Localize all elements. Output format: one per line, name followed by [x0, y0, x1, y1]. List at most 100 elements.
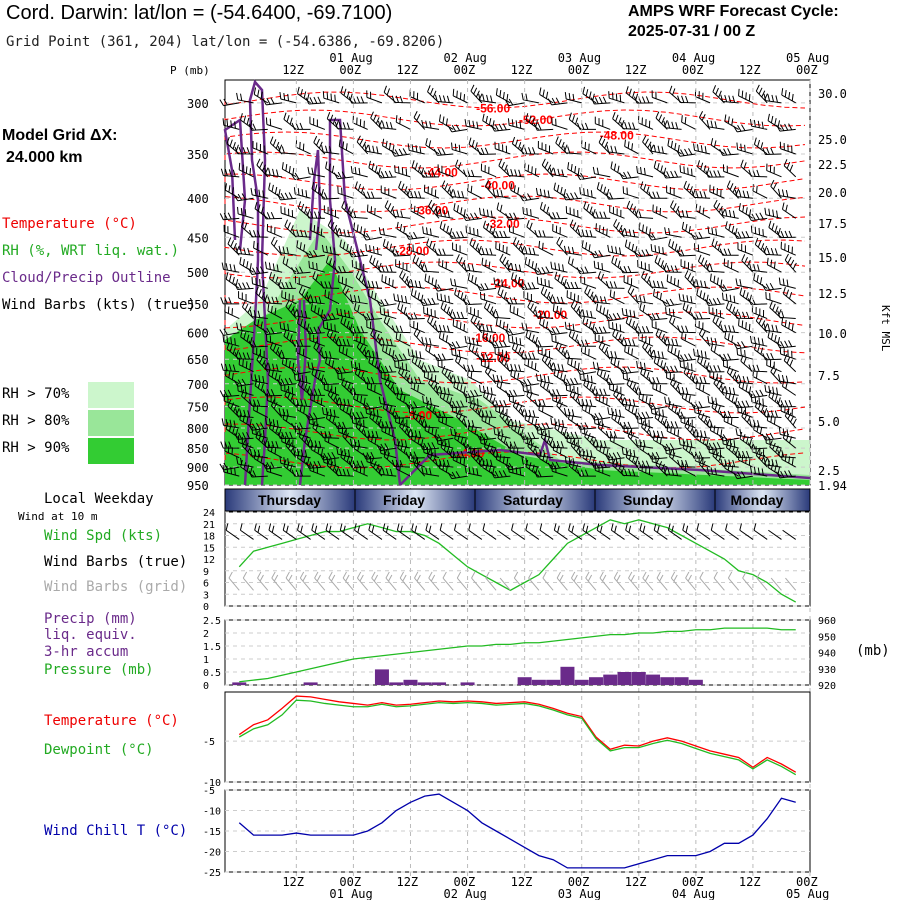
upper-wind-barb: [766, 358, 782, 373]
upper-wind-barb: [222, 465, 240, 477]
upper-wind-barb: [707, 226, 725, 238]
upper-wind-barb: [323, 205, 340, 219]
upper-wind-barb: [539, 87, 554, 104]
upper-wind-barb: [549, 362, 568, 373]
upper-wind-barb: [668, 401, 682, 418]
upper-wind-barb: [539, 201, 554, 219]
upper-wind-barb: [427, 85, 440, 104]
upper-wind-barb: [720, 324, 739, 334]
upper-wind-barb: [238, 291, 254, 305]
upper-wind-barb: [719, 248, 739, 256]
upper-wind-barb: [325, 356, 340, 373]
upper-wind-barb: [283, 329, 297, 347]
upper-wind-barb: [450, 278, 468, 289]
isotherm-label: -24.00: [490, 276, 524, 290]
surface-wind-barb-grid: [727, 571, 740, 591]
upper-wind-barb: [448, 311, 468, 320]
upper-wind-barb: [355, 270, 369, 289]
upper-wind-barb: [483, 389, 497, 408]
upper-wind-barb: [479, 291, 497, 305]
bottom-date-label: 02 Aug: [444, 887, 487, 900]
upper-wind-barb: [481, 257, 497, 273]
upper-wind-barb: [678, 437, 696, 449]
upper-wind-barb: [680, 415, 697, 429]
upper-wind-barb: [722, 359, 739, 373]
upper-wind-barb: [219, 389, 240, 398]
upper-wind-barb: [737, 242, 754, 256]
upper-wind-barb: [439, 390, 454, 408]
wind-panel-tick-label: 3: [203, 590, 209, 601]
surface-wind-barb-true: [439, 523, 454, 540]
upper-wind-barb: [237, 206, 254, 219]
top-date-label: 01 Aug: [329, 51, 372, 65]
upper-wind-barb: [441, 180, 454, 199]
upper-wind-barb: [736, 347, 754, 360]
upper-wind-barb: [747, 212, 768, 222]
upper-wind-barb: [590, 96, 611, 105]
legend-barbs-grid: Wind Barbs (grid): [44, 579, 188, 595]
upper-wind-barb: [733, 400, 753, 409]
upper-wind-barb: [762, 352, 782, 361]
upper-wind-barb: [282, 256, 297, 273]
surface-wind-barb-true: [639, 523, 654, 540]
upper-wind-barb: [596, 442, 611, 459]
upper-wind-barb: [306, 295, 325, 305]
upper-wind-barb: [440, 301, 454, 319]
surface-wind-barb-grid: [613, 571, 625, 591]
upper-wind-barb: [698, 457, 711, 477]
upper-wind-barb: [692, 279, 711, 289]
upper-wind-barb: [362, 233, 383, 241]
upper-wind-barb: [624, 139, 640, 155]
upper-wind-barb: [554, 271, 568, 289]
surface-wind-barb-grid: [670, 571, 682, 591]
upper-wind-barb: [410, 432, 426, 449]
upper-wind-barb: [219, 212, 240, 221]
upper-wind-barb: [265, 334, 283, 347]
upper-wind-barb: [236, 322, 254, 334]
upper-wind-barb: [783, 159, 797, 178]
upper-wind-barb: [480, 163, 497, 178]
upper-wind-barb: [704, 297, 725, 306]
upper-wind-barb: [633, 411, 654, 420]
upper-wind-barb: [448, 450, 468, 459]
bottom-time-tick-label: 12Z: [739, 875, 761, 889]
upper-wind-barb: [222, 335, 240, 347]
upper-wind-barb: [712, 314, 725, 334]
precip-panel-tick-label: 0.5: [203, 668, 221, 679]
upper-wind-barb: [364, 144, 383, 155]
upper-wind-barb: [470, 448, 483, 468]
upper-wind-barb: [681, 391, 697, 408]
surface-wind-barb-grid: [528, 571, 540, 591]
upper-wind-barb: [781, 202, 797, 219]
upper-wind-barb: [219, 328, 240, 336]
upper-wind-barb: [412, 410, 426, 429]
upper-wind-barb: [712, 85, 725, 104]
upper-wind-barb: [662, 265, 682, 273]
pressure-line: [239, 627, 796, 683]
upper-wind-barb: [407, 143, 425, 155]
upper-wind-barb: [710, 138, 725, 155]
upper-wind-barb: [624, 401, 640, 418]
upper-wind-barb: [236, 92, 254, 104]
upper-wind-barb: [579, 372, 597, 385]
upper-wind-barb: [697, 355, 711, 373]
pressure-tick-label: 950: [187, 479, 209, 493]
precip-bar: [688, 679, 703, 685]
cloud-outline: [296, 299, 308, 401]
upper-wind-barb: [749, 263, 768, 273]
upper-wind-barb: [234, 282, 254, 291]
upper-wind-barb: [552, 304, 568, 319]
upper-wind-barb: [582, 86, 597, 104]
upper-wind-barb: [447, 471, 468, 480]
wind-speed-line: [238, 519, 797, 603]
upper-wind-barb: [327, 388, 340, 407]
upper-wind-barb: [619, 366, 639, 375]
upper-wind-barb: [369, 410, 383, 429]
upper-wind-barb: [538, 403, 554, 418]
upper-wind-barb: [654, 255, 668, 273]
precip-bar: [603, 674, 618, 685]
upper-wind-barb: [524, 412, 540, 429]
upper-wind-barb: [234, 352, 254, 360]
upper-wind-barb: [466, 444, 483, 459]
upper-wind-barb: [251, 276, 268, 289]
